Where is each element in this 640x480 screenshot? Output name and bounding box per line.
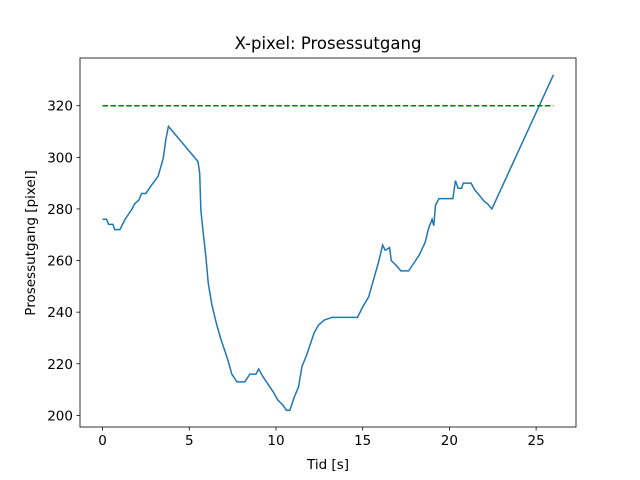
x-tick-label: 20 — [441, 433, 458, 449]
x-tick-label: 0 — [98, 433, 107, 449]
y-tick-label: 280 — [47, 202, 73, 218]
y-axis-label: Prosessutgang [pixel] — [23, 170, 39, 315]
data-line — [102, 74, 555, 411]
y-tick-label: 300 — [47, 150, 73, 166]
plot-frame — [79, 57, 577, 428]
x-tick-label: 10 — [267, 433, 284, 449]
x-tick-label: 15 — [354, 433, 371, 449]
y-tick-label: 260 — [47, 254, 73, 270]
y-tick-label: 220 — [47, 357, 73, 373]
x-axis-label: Tid [s] — [306, 457, 349, 473]
y-tick-label: 200 — [47, 408, 73, 424]
chart-title: X-pixel: Prosessutgang — [235, 34, 422, 53]
x-tick-label: 5 — [185, 433, 194, 449]
x-tick-label: 25 — [528, 433, 545, 449]
y-tick-label: 320 — [47, 99, 73, 115]
y-tick-label: 240 — [47, 305, 73, 321]
